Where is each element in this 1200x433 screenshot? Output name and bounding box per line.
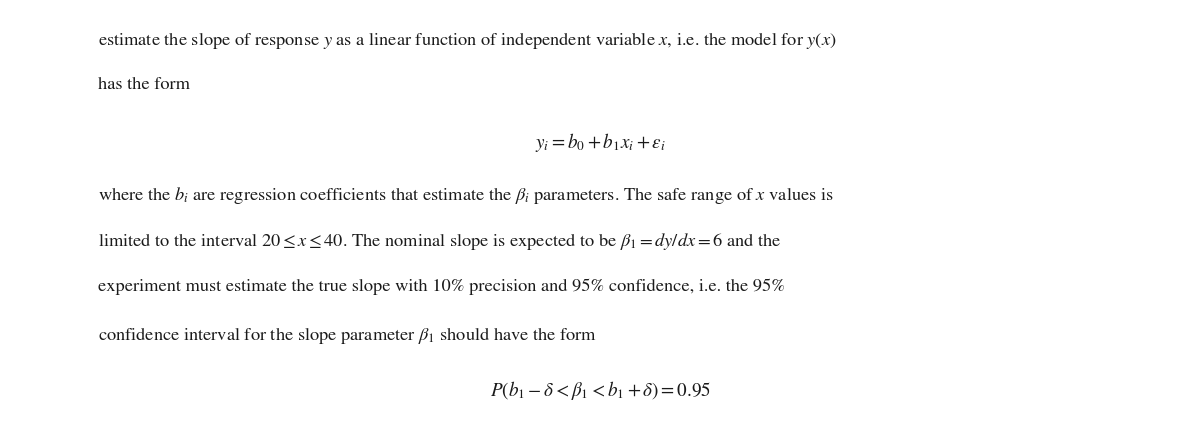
- Text: estimate the slope of response $y$ as a linear function of independent variable : estimate the slope of response $y$ as a …: [98, 30, 836, 51]
- Text: $P(b_1 - \delta < \beta_1 < b_1 + \delta) = 0.95$: $P(b_1 - \delta < \beta_1 < b_1 + \delta…: [490, 379, 710, 402]
- Text: has the form: has the form: [98, 77, 191, 93]
- Text: confidence interval for the slope parameter $\beta_1$ should have the form: confidence interval for the slope parame…: [98, 325, 598, 346]
- Text: experiment must estimate the true slope with 10% precision and 95% confidence, i: experiment must estimate the true slope …: [98, 278, 785, 294]
- Text: $y_i = b_0 + b_1x_i + \epsilon_i$: $y_i = b_0 + b_1x_i + \epsilon_i$: [534, 131, 666, 154]
- Text: where the $b_i$ are regression coefficients that estimate the $\beta_i$ paramete: where the $b_i$ are regression coefficie…: [98, 184, 834, 206]
- Text: limited to the interval $20 \leq x \leq 40$. The nominal slope is expected to be: limited to the interval $20 \leq x \leq …: [98, 231, 781, 252]
